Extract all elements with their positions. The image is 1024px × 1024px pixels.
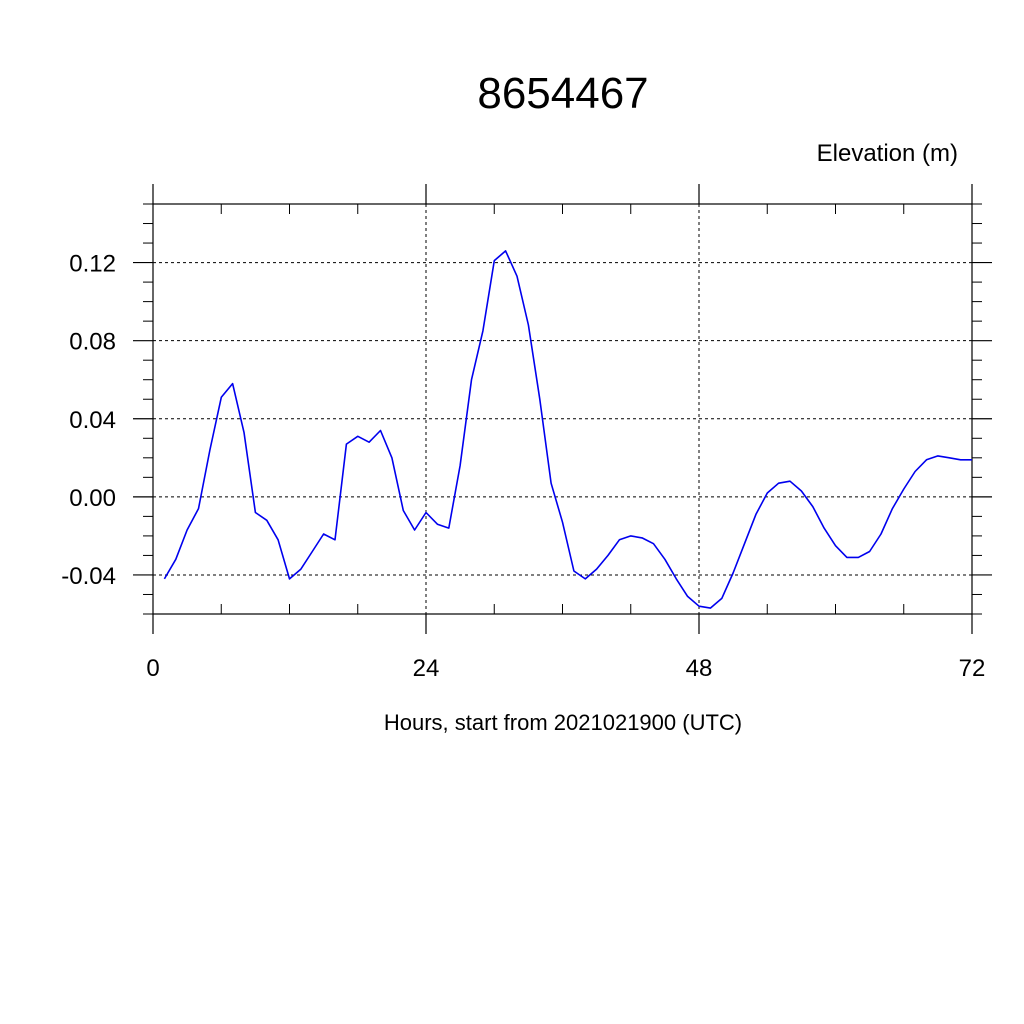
x-tick-label: 24: [413, 655, 440, 682]
series-line: [163, 250, 972, 609]
y-tick-label: 0.08: [69, 329, 116, 356]
x-tick-label: 48: [686, 655, 713, 682]
tick-labels: 0 24 48 72 -0.04 0.00 0.04 0.08 0.12: [61, 251, 985, 682]
axis-ticks: [133, 184, 992, 634]
y-tick-label: 0.12: [69, 251, 116, 278]
plot-frame: [152, 203, 973, 615]
y-axis-label: Elevation (m): [817, 140, 958, 167]
x-axis-label: Hours, start from 2021021900 (UTC): [384, 710, 742, 735]
y-tick-label: 0.04: [69, 407, 116, 434]
y-tick-label: 0.00: [69, 485, 116, 512]
x-tick-label: 72: [959, 655, 986, 682]
grid-lines: [153, 204, 972, 614]
x-tick-label: 0: [146, 655, 159, 682]
y-tick-label: -0.04: [61, 563, 116, 590]
chart-title: 8654467: [477, 69, 648, 118]
